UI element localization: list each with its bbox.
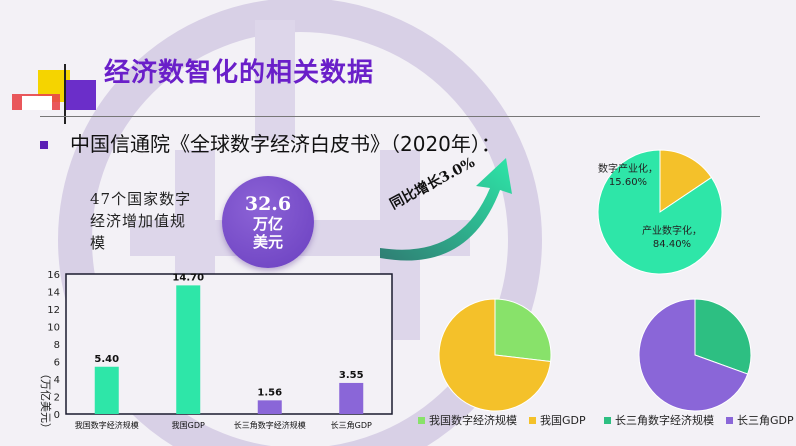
legend-label-yangtze-digital: 长三角数字经济规模 [615, 414, 714, 427]
growth-arrow-icon [380, 158, 512, 261]
legend-swatch-yangtze-digital [604, 416, 611, 424]
pie-slice [597, 149, 723, 275]
highlight-unit-1: 万亿 [252, 215, 283, 233]
pie-china [438, 298, 552, 412]
bar-category-label: 我国GDP [172, 420, 205, 430]
source-subtitle: 中国信通院《全球数字经济白皮书》（2020年）： [70, 132, 501, 156]
bar [176, 285, 201, 414]
bar-ylabel: （万亿美元） [39, 368, 52, 434]
pie-slice [694, 298, 752, 375]
bar-value-label: 14.70 [172, 272, 204, 283]
bar-ytick-label: 14 [47, 288, 60, 299]
legend-label-yangtze-gdp: 长三角GDP [737, 414, 794, 427]
highlight-unit-2: 美元 [252, 233, 283, 251]
pie-slice [638, 298, 749, 412]
bar-chart: 0 2 4 6 8 10 12 14 16 5.40 我国数字经济规模 14.70 我国GDP 1.56… [39, 270, 393, 434]
bar-ytick-label: 10 [47, 323, 60, 334]
pie-slice [438, 298, 552, 412]
bar [94, 366, 119, 414]
highlight-description: 47个国家数字经济增加值规模 [90, 190, 192, 252]
legend-swatch-yangtze-gdp [726, 416, 733, 424]
bar [257, 400, 282, 414]
highlight-value: 32.6 [244, 193, 292, 215]
bar-ytick-label: 8 [54, 340, 60, 351]
pie-percent-label: 84.40% [653, 239, 691, 250]
bar-value-label: 3.55 [339, 370, 364, 381]
bar-ytick-label: 16 [47, 270, 60, 281]
deco-vertical-line [64, 64, 66, 124]
legend-label-china-gdp: 我国GDP [540, 414, 586, 427]
pie-slice [494, 298, 552, 363]
bullet-square [40, 141, 48, 149]
bar-category-label: 长三角数字经济规模 [234, 420, 306, 430]
bar-chart-frame [65, 273, 393, 415]
bar [339, 382, 364, 414]
pie-slice-label: 产业数字化， [642, 224, 702, 237]
bar-ytick-label: 0 [54, 410, 60, 421]
bar-ytick-label: 6 [54, 358, 60, 369]
legend-yangtze: 长三角数字经济规模 长三角GDP [604, 412, 794, 428]
pie-slice [659, 149, 713, 213]
legend-swatch-china-digital [418, 416, 425, 424]
deco-square-purple [66, 80, 96, 110]
pie-slice-label: 数字产业化， [598, 162, 658, 175]
pie-digital-structure: 数字产业化， 15.60% 产业数字化， 84.40% [597, 149, 723, 275]
legend-china: 我国数字经济规模 我国GDP [418, 412, 586, 428]
bar-category-label: 我国数字经济规模 [75, 420, 139, 430]
bar-value-label: 5.40 [94, 354, 119, 365]
pie-yangtze [638, 298, 752, 412]
legend-label-china-digital: 我国数字经济规模 [429, 414, 517, 427]
pie-percent-label: 15.60% [609, 177, 647, 188]
page-title: 经济数智化的相关数据 [104, 58, 375, 88]
bar-ytick-label: 2 [54, 393, 60, 404]
bar-category-label: 长三角GDP [331, 420, 372, 430]
bar-ytick-label: 4 [54, 375, 60, 386]
legend-swatch-china-gdp [529, 416, 536, 424]
bar-ytick-label: 12 [47, 305, 60, 316]
bar-value-label: 1.56 [257, 387, 282, 398]
deco-horizontal-line [40, 116, 760, 117]
highlight-circle: 32.6 万亿 美元 [222, 176, 314, 268]
deco-square-white [22, 96, 52, 110]
